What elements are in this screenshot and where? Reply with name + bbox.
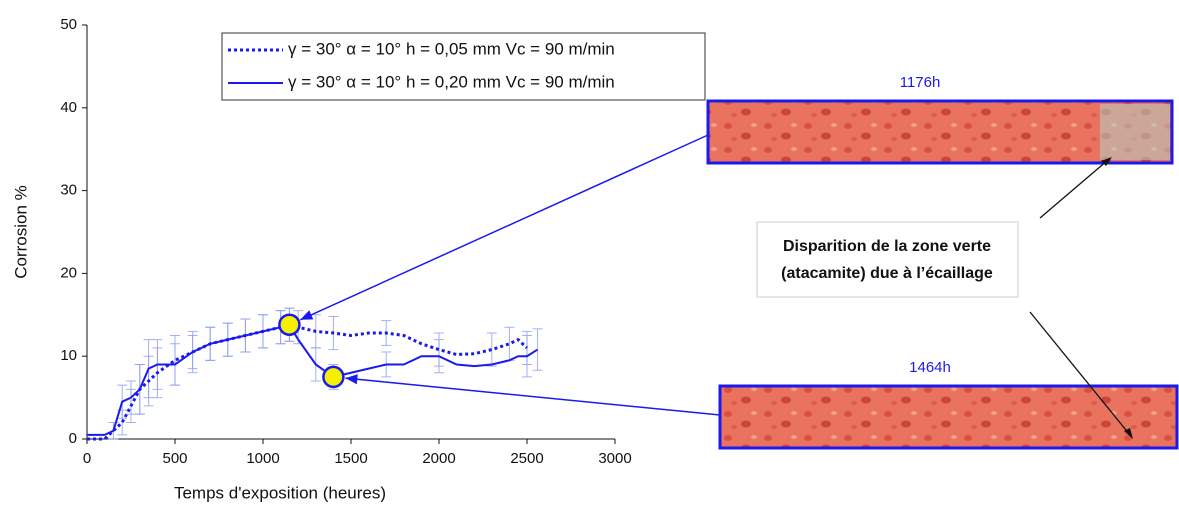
highlight-point: [278, 313, 301, 336]
callout-line: [345, 377, 721, 416]
error-bar: [486, 332, 497, 367]
x-tick-label: 1000: [246, 450, 279, 467]
photo-label: 1464h: [909, 359, 951, 376]
annotation-box: [756, 221, 1019, 298]
series-line: [87, 323, 539, 436]
y-tick-label: 10: [60, 347, 77, 364]
legend-label: γ = 30° α = 10° h = 0,05 mm Vc = 90 m/mi…: [288, 39, 615, 58]
y-tick-label: 50: [60, 16, 77, 33]
annotation-text: (atacamite) due à l’écaillage: [781, 265, 993, 282]
green-zone: [1100, 104, 1170, 160]
y-axis-label: Corrosion %: [11, 185, 30, 279]
x-tick-label: 1500: [334, 450, 367, 467]
highlight-point: [322, 365, 345, 389]
y-tick-label: 40: [60, 99, 77, 116]
callout-line: [300, 134, 709, 321]
pointer: [1039, 159, 1109, 219]
y-tick-label: 20: [60, 264, 77, 281]
legend-label: γ = 30° α = 10° h = 0,20 mm Vc = 90 m/mi…: [288, 72, 615, 91]
x-tick-label: 3000: [598, 450, 631, 467]
arrow-head: [1101, 157, 1112, 166]
photo-label: 1176h: [900, 74, 941, 91]
pointer: [1029, 311, 1131, 436]
y-tick-label: 0: [69, 430, 77, 447]
x-axis-label: Temps d'exposition (heures): [174, 483, 386, 502]
x-tick-label: 2500: [510, 450, 543, 467]
arrow-head: [300, 310, 314, 320]
x-tick-label: 0: [83, 450, 91, 467]
x-tick-label: 500: [162, 450, 187, 467]
x-tick-label: 2000: [422, 450, 455, 467]
annotation-text: Disparition de la zone verte: [783, 238, 991, 255]
photo-panel: [706, 99, 1174, 165]
series-line: [87, 323, 529, 441]
photo-panel: [718, 384, 1179, 450]
arrow-head: [1124, 428, 1133, 439]
legend: [221, 32, 706, 101]
y-tick-label: 30: [60, 182, 77, 199]
arrow-head: [345, 374, 358, 385]
